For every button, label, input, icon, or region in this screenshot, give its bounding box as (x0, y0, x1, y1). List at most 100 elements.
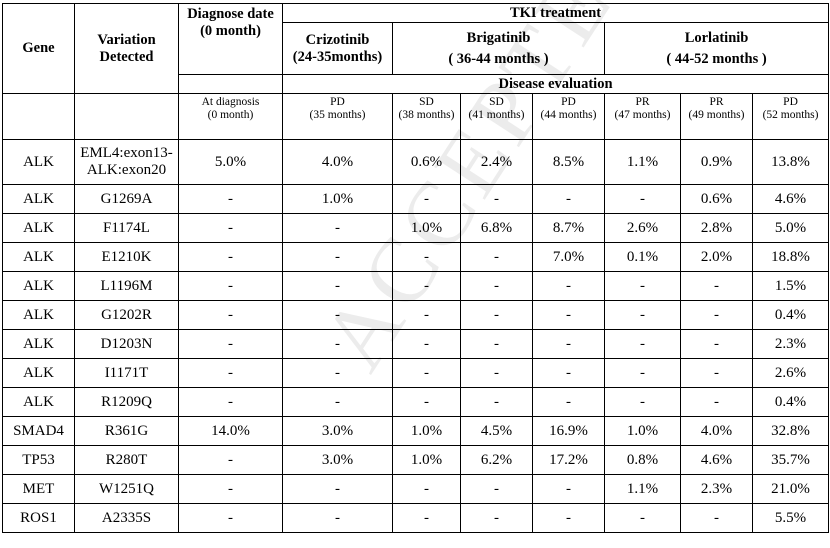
timepoint-header-line: At diagnosis (201, 96, 260, 108)
variation-line: A2335S (101, 509, 152, 526)
value-cell: - (392, 184, 461, 214)
value-cell: - (532, 387, 605, 417)
value-cell: - (282, 329, 393, 359)
variation-cell: R361G (74, 416, 179, 446)
value-cell: 0.8% (604, 445, 681, 475)
value-cell: 2.6% (751, 358, 830, 388)
header-diagnose-continued (178, 74, 283, 94)
value-cell: - (604, 184, 681, 214)
value-cell: 1.5% (751, 271, 830, 301)
value-cell: 1.0% (282, 184, 393, 214)
value-cell: - (680, 503, 753, 533)
variation-cell: W1251Q (74, 474, 179, 504)
variation-cell: R280T (74, 445, 179, 475)
value-cell: - (680, 300, 753, 330)
value-cell: 0.6% (392, 139, 461, 185)
header-lorlatinib-line2: ( 44-52 months ) (666, 50, 767, 67)
gene-cell: ALK (2, 242, 75, 272)
value-cell: - (460, 387, 533, 417)
value-cell: - (392, 329, 461, 359)
timepoint-header-line: (0 month) (207, 109, 254, 121)
value-cell: 0.1% (604, 242, 681, 272)
value-cell: 4.5% (460, 416, 533, 446)
timepoint-header-line: (38 months) (398, 109, 455, 121)
value-cell: - (680, 358, 753, 388)
value-cell: 1.0% (392, 213, 461, 243)
value-cell: - (178, 503, 283, 533)
value-cell: - (532, 184, 605, 214)
table-row: ALK F1174L - -1.0% 6.8% 8.7% 2.6% 2.8% 5.0% (2, 213, 830, 243)
variation-cell: L1196M (74, 271, 179, 301)
value-cell: 21.0% (751, 474, 830, 504)
value-cell: - (282, 242, 393, 272)
variation-line: L1196M (100, 277, 153, 294)
value-cell: - (282, 474, 393, 504)
timepoint-header-line: PD (561, 96, 576, 108)
value-cell: - (680, 271, 753, 301)
value-cell: - (392, 358, 461, 388)
value-cell: 0.9% (680, 139, 753, 185)
gene-cell: ALK (2, 139, 75, 185)
value-cell: 4.6% (680, 445, 753, 475)
value-cell: - (282, 358, 393, 388)
value-cell: - (178, 358, 283, 388)
value-cell: 0.6% (680, 184, 753, 214)
value-cell: 2.8% (680, 213, 753, 243)
value-cell: - (282, 503, 393, 533)
value-cell: 6.8% (460, 213, 533, 243)
header-lorlatinib: Lorlatinib ( 44-52 months ) (603, 22, 830, 75)
value-cell: - (392, 300, 461, 330)
value-cell: - (680, 329, 753, 359)
header-brigatinib: Brigatinib ( 36-44 months ) (392, 22, 605, 75)
gene-cell: ALK (2, 387, 75, 417)
table-row: ALK E1210K - - - -7.0% 0.1% 2.0% 18.8% (2, 242, 830, 272)
variation-line: R280T (105, 451, 148, 468)
value-cell: 0.4% (751, 300, 830, 330)
value-cell: - (460, 271, 533, 301)
value-cell: 4.6% (751, 184, 830, 214)
timepoint-header: At diagnosis (0 month) (178, 93, 283, 140)
variation-line: W1251Q (99, 480, 154, 497)
variation-cell: I1171T (74, 358, 179, 388)
timepoint-header-line: PR (709, 96, 724, 108)
value-cell: - (604, 387, 681, 417)
variation-cell: A2335S (74, 503, 179, 533)
value-cell: 5.5% (751, 503, 830, 533)
timepoint-header-line: (49 months) (688, 109, 745, 121)
variation-cell: G1269A (74, 184, 179, 214)
value-cell: - (178, 300, 283, 330)
table-row: ALK EML4:exon13- ALK:exon20 5.0% 4.0% 0.6% 2.4… (2, 139, 830, 185)
value-cell: 7.0% (532, 242, 605, 272)
value-cell: - (178, 474, 283, 504)
table-row: ALK D1203N - - - - - - -2.3% (2, 329, 830, 359)
value-cell: - (532, 503, 605, 533)
value-cell: - (604, 358, 681, 388)
value-cell: - (392, 503, 461, 533)
timepoint-header: PR (47 months) (604, 93, 681, 140)
value-cell: - (532, 329, 605, 359)
value-cell: - (460, 474, 533, 504)
variation-line: F1174L (103, 219, 150, 236)
value-cell: - (392, 474, 461, 504)
value-cell: 0.4% (751, 387, 830, 417)
header-crizotinib-line2: (24-35months) (292, 48, 383, 65)
value-cell: - (460, 300, 533, 330)
variation-line: R1209Q (101, 393, 152, 410)
header-variation-line2: Detected (99, 48, 154, 65)
timepoint-header: PD (44 months) (532, 93, 605, 140)
variation-cell: EML4:exon13- ALK:exon20 (74, 139, 179, 185)
timepoint-header-line: PR (635, 96, 650, 108)
value-cell: - (604, 300, 681, 330)
table-row: ALK I1171T - - - - - - -2.6% (2, 358, 830, 388)
timepoint-header: SD (41 months) (460, 93, 533, 140)
value-cell: - (460, 358, 533, 388)
value-cell: 18.8% (751, 242, 830, 272)
table-row: ROS1 A2335S - - - - - - -5.5% (2, 503, 830, 533)
gene-cell: ALK (2, 300, 75, 330)
value-cell: - (392, 271, 461, 301)
value-cell: 6.2% (460, 445, 533, 475)
variation-line: ALK:exon20 (86, 162, 167, 178)
variation-cell: R1209Q (74, 387, 179, 417)
timepoint-header-line: SD (419, 96, 434, 108)
results-table: Gene Variation Detected Diagnose date (0… (2, 3, 830, 533)
